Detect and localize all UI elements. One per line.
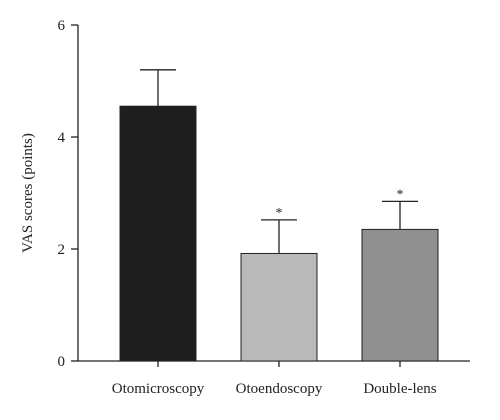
category-label: Double-lens [363,381,436,397]
y-tick-label: 4 [58,130,66,146]
y-axis-label: VAS scores (points) [20,133,36,253]
bars [119,105,439,362]
bar-double-lens [361,228,439,362]
error-bars [140,69,418,254]
y-tick-label: 0 [58,354,66,370]
category-label: Otoendoscopy [236,381,323,397]
bar-otomicroscopy [119,105,197,362]
y-tick-label: 2 [58,242,66,258]
significance-marker: * [276,206,283,221]
labels: 0 2 4 6 Otomicroscopy Otoendoscopy * Double-len… [58,18,437,397]
y-tick-label: 6 [58,18,66,34]
category-label: Otomicroscopy [112,381,205,397]
bar-otoendoscopy [240,252,318,362]
significance-marker: * [397,187,404,202]
